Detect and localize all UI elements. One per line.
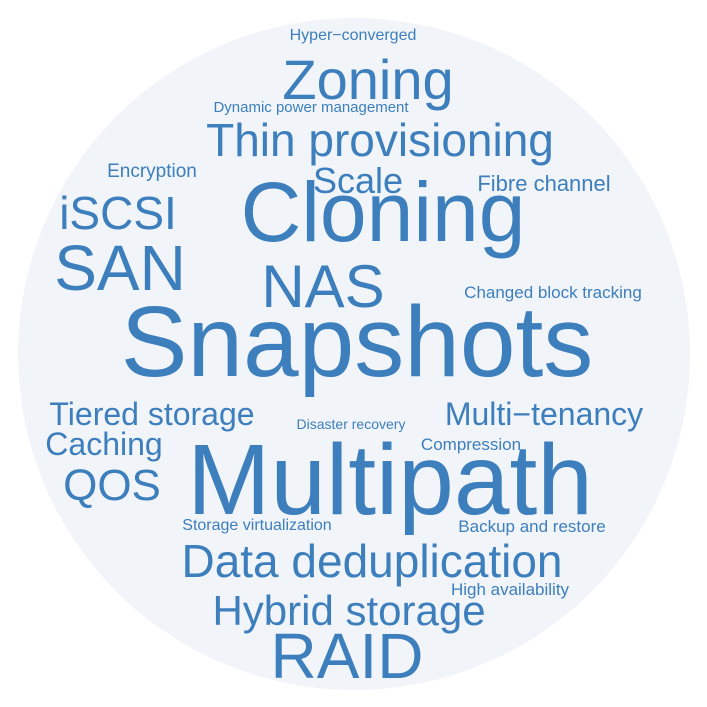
word-thin-provisioning: Thin provisioning	[206, 114, 554, 166]
word-hybrid-storage: Hybrid storage	[212, 587, 486, 634]
word-nas: NAS	[261, 253, 385, 320]
word-san: SAN	[54, 232, 186, 304]
word-snapshots: Snapshots	[120, 286, 594, 398]
word-data-deduplication: Data deduplication	[181, 535, 563, 587]
word-scale: Scale	[312, 160, 404, 201]
word-high-availability: High availability	[450, 580, 570, 599]
word-backup-and-restore: Backup and restore	[458, 517, 606, 536]
word-multipath: Multipath	[187, 424, 593, 536]
word-storage-virtualization: Storage virtualization	[182, 517, 332, 534]
word-raid: RAID	[270, 620, 424, 692]
word-changed-block-tracking: Changed block tracking	[464, 283, 642, 302]
word-multi-tenancy: Multi−tenancy	[444, 396, 644, 432]
word-qos: QOS	[63, 461, 161, 510]
word-disaster-recovery: Disaster recovery	[296, 416, 406, 432]
word-tiered-storage: Tiered storage	[49, 396, 255, 432]
word-hyper-converged: Hyper−converged	[289, 27, 417, 44]
word-caching: Caching	[45, 426, 163, 462]
background-circle	[18, 18, 690, 690]
word-zoning: Zoning	[282, 48, 454, 111]
word-iscsi: iSCSI	[59, 187, 177, 239]
word-fibre-channel: Fibre channel	[477, 171, 611, 196]
word-encryption: Encryption	[107, 161, 197, 182]
word-cloning: Cloning	[240, 165, 526, 259]
word-compression: Compression	[420, 435, 522, 454]
word-dynamic-power-management: Dynamic power management	[213, 99, 409, 116]
